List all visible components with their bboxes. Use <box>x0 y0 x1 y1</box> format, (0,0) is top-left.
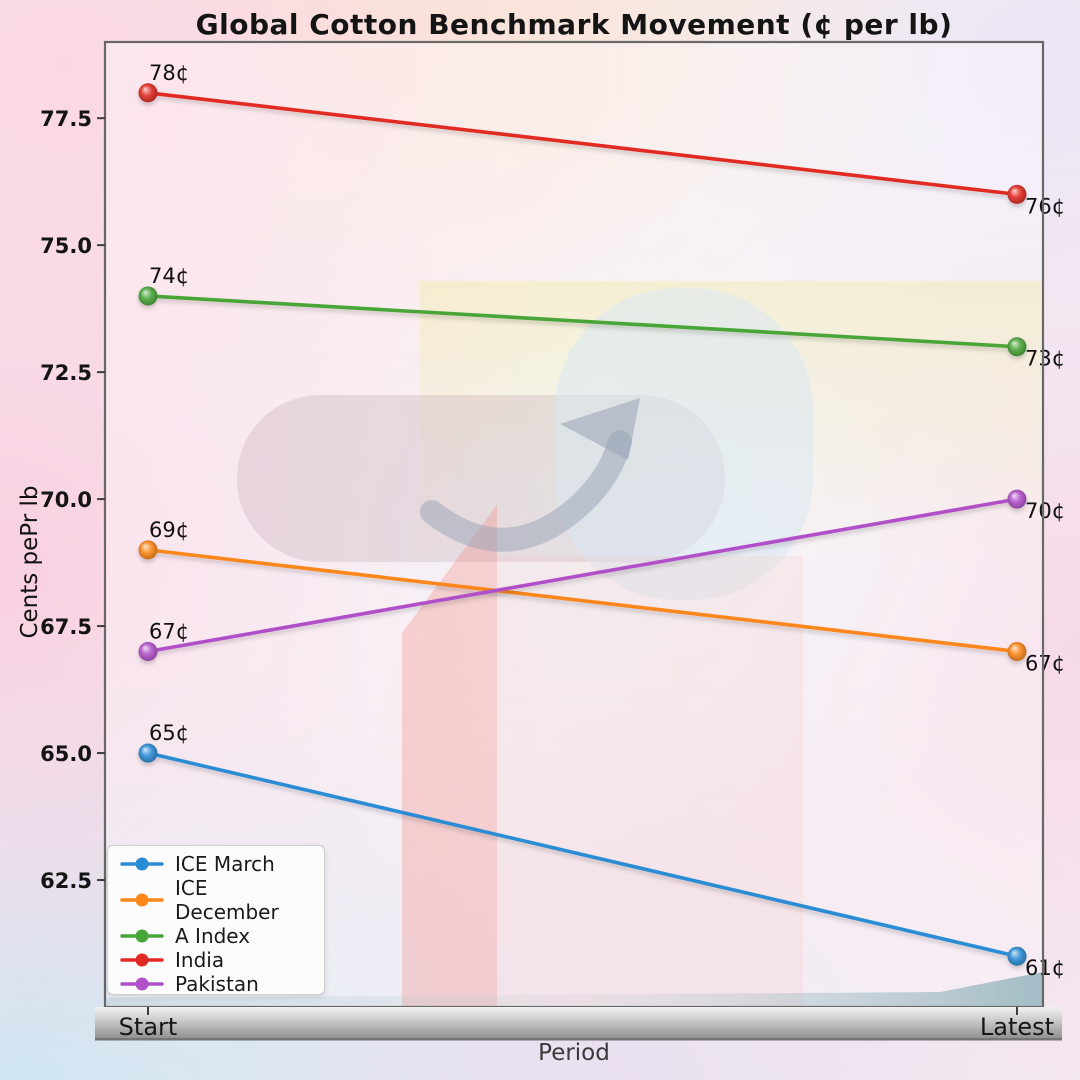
legend-item-a-index: A Index <box>120 924 312 948</box>
series-pakistan <box>138 489 1027 661</box>
legend-marker-icon <box>120 929 164 943</box>
legend-item-india: India <box>120 948 312 972</box>
x-category-label: Start <box>119 1013 178 1041</box>
y-tick-label: 77.5 <box>40 107 92 131</box>
y-tick-label: 62.5 <box>40 869 92 893</box>
data-point-label: 67¢ <box>149 619 189 643</box>
y-tick-label: 67.5 <box>40 615 92 639</box>
y-tick-label: 65.0 <box>40 742 92 766</box>
x-axis-bar <box>95 1007 1062 1040</box>
legend-dot <box>135 893 149 907</box>
data-point-label: 70¢ <box>1025 499 1065 523</box>
series-ice-march <box>138 743 1027 966</box>
legend-marker-icon <box>120 893 164 907</box>
watermark-logo <box>237 281 1043 1007</box>
watermark-arrow-shaft <box>420 430 632 552</box>
data-point-label: 74¢ <box>149 264 189 288</box>
data-point-marker <box>138 540 158 560</box>
x-category-label: Latest <box>980 1013 1054 1041</box>
data-point-marker <box>138 641 158 661</box>
watermark-arrow-head <box>560 398 640 460</box>
legend-dot <box>135 977 149 991</box>
legend-label: ICE December <box>175 876 279 924</box>
series-line <box>146 497 1019 654</box>
data-point-marker <box>1007 946 1027 966</box>
data-point-marker <box>1007 337 1027 357</box>
legend-marker-icon <box>120 977 164 991</box>
legend-marker-icon <box>120 953 164 967</box>
series-line <box>146 294 1019 349</box>
legend-label: ICE March <box>175 852 275 876</box>
data-point-marker <box>138 743 158 763</box>
series-line <box>146 90 1019 197</box>
legend-marker-icon <box>120 857 164 871</box>
legend-dot <box>135 953 149 967</box>
legend-label: India <box>175 948 225 972</box>
legend-label: A Index <box>175 924 251 948</box>
data-point-label: 67¢ <box>1025 651 1065 675</box>
series-line <box>146 548 1019 654</box>
data-point-marker <box>1007 184 1027 204</box>
legend-label: Pakistan <box>175 972 259 996</box>
legend-dot <box>135 857 149 871</box>
data-point-marker <box>138 83 158 103</box>
data-point-marker <box>1007 489 1027 509</box>
watermark-red-column <box>402 505 497 1007</box>
data-point-label: 76¢ <box>1025 194 1065 218</box>
x-axis-bar-edge <box>95 1038 1062 1041</box>
watermark-pale-column <box>497 556 803 1007</box>
watermark-p-bowl <box>555 288 813 600</box>
floor-top-face <box>105 972 1043 1007</box>
data-point-label: 69¢ <box>149 518 189 542</box>
data-point-label: 78¢ <box>149 61 189 85</box>
chart-title: Global Cotton Benchmark Movement (¢ per … <box>195 8 953 41</box>
series-a-index <box>138 286 1027 357</box>
y-tick-label: 72.5 <box>40 361 92 385</box>
legend-item-ice-march: ICE March <box>120 852 312 876</box>
y-tick-label: 70.0 <box>40 488 92 512</box>
data-point-label: 73¢ <box>1025 347 1065 371</box>
y-tick-label: 75.0 <box>40 234 92 258</box>
data-point-marker <box>1007 641 1027 661</box>
data-point-label: 61¢ <box>1025 956 1065 980</box>
series-line <box>146 751 1019 959</box>
legend-item-ice-december: ICE December <box>120 876 312 924</box>
series-ice-december <box>138 540 1027 661</box>
legend-dot <box>135 929 149 943</box>
legend-item-pakistan: Pakistan <box>120 972 312 996</box>
series-india <box>138 83 1027 204</box>
data-point-label: 65¢ <box>149 721 189 745</box>
data-point-marker <box>138 286 158 306</box>
legend: ICE March ICE December A Index India Pakista… <box>107 845 325 996</box>
x-axis-label: Period <box>538 1040 610 1066</box>
